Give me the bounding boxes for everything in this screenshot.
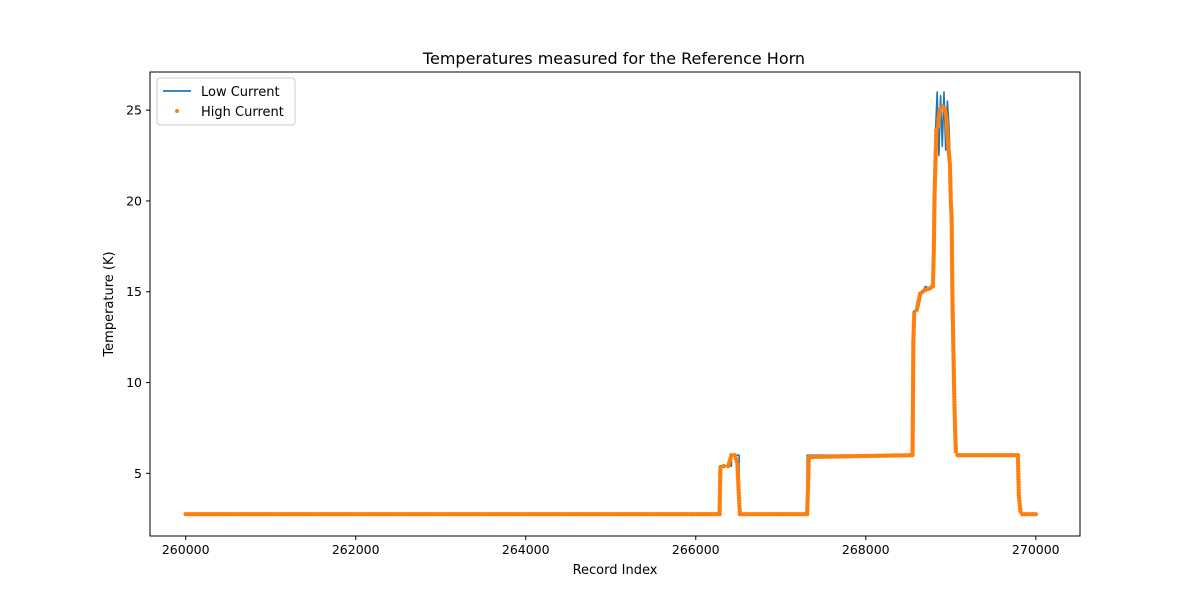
x-tick-label: 266000	[672, 542, 720, 557]
legend-label-high-current: High Current	[201, 105, 284, 120]
legend: Low Current High Current	[156, 77, 296, 126]
chart-title: Temperatures measured for the Reference …	[422, 49, 805, 68]
y-axis-label: Temperature (K)	[102, 251, 117, 357]
x-tick-label: 264000	[502, 542, 550, 557]
data-point	[1033, 512, 1038, 517]
x-tick-label: 268000	[842, 542, 890, 557]
series-points-high-current	[183, 104, 1038, 517]
y-tick-label: 25	[126, 103, 142, 118]
x-axis-label: Record Index	[573, 563, 658, 578]
data-point	[718, 465, 723, 471]
y-tick-label: 15	[126, 284, 142, 299]
plot-content	[183, 91, 1038, 517]
x-tick-label: 270000	[1012, 542, 1060, 557]
series-line-low-current	[185, 91, 1036, 516]
y-tick-label: 10	[126, 375, 142, 390]
data-point	[721, 463, 727, 469]
x-tick-label: 260000	[162, 542, 210, 557]
legend-label-low-current: Low Current	[201, 85, 280, 100]
plot-frame	[149, 71, 1081, 537]
y-tick-label: 5	[134, 466, 142, 481]
data-point	[953, 449, 959, 454]
data-point	[912, 311, 917, 316]
axis-ticks: 260000 262000 264000 266000 268000 270000 5 10 1…	[126, 103, 1060, 557]
data-point	[937, 107, 942, 113]
y-tick-label: 20	[126, 193, 142, 208]
legend-box	[156, 77, 296, 126]
data-point	[934, 127, 939, 133]
legend-marker-high-current	[175, 109, 179, 113]
data-point	[729, 452, 734, 458]
x-tick-label: 262000	[332, 542, 380, 557]
